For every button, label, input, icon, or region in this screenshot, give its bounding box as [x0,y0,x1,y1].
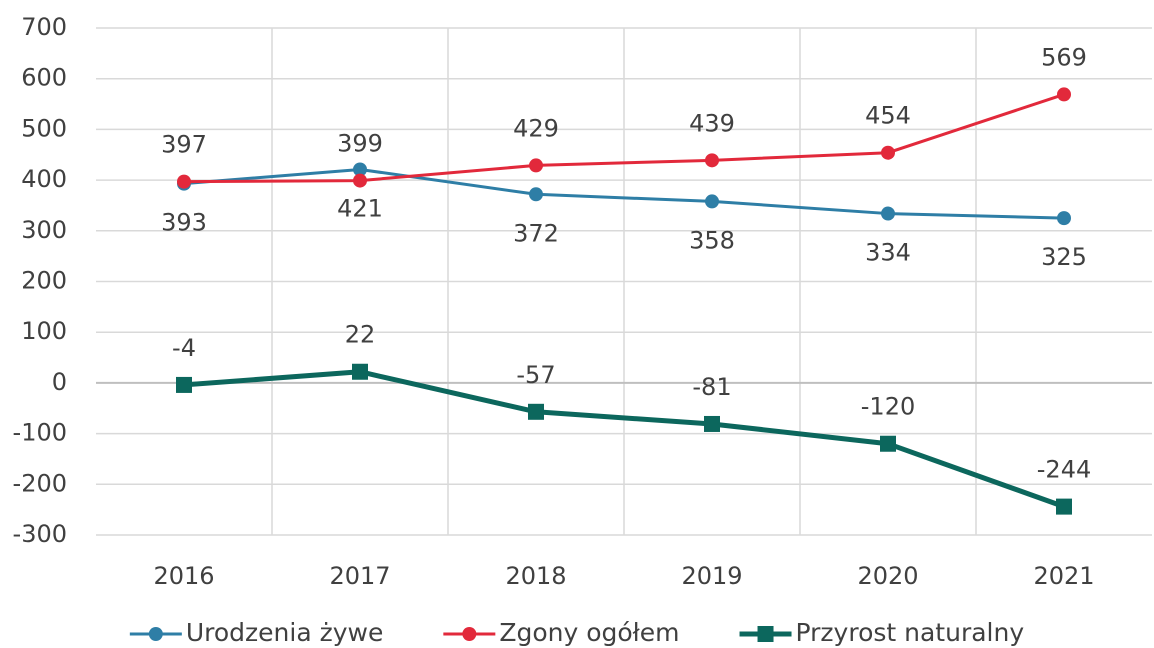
data-point [1057,211,1071,226]
x-tick-label: 2020 [857,562,918,590]
data-label: 439 [689,109,735,137]
data-label: 421 [337,194,383,222]
legend-label: Urodzenia żywe [186,618,384,647]
x-tick-label: 2016 [153,562,214,590]
data-point [1056,498,1072,515]
y-tick-label: -300 [13,520,67,548]
y-tick-label: 400 [21,165,67,193]
legend-marker [462,627,477,641]
data-label: 569 [1041,43,1087,71]
y-tick-label: 300 [21,216,67,244]
data-point [353,162,367,177]
y-tick-label: 600 [21,64,67,92]
data-point [881,145,895,160]
data-label: 397 [161,131,207,159]
y-tick-label: 500 [21,114,67,142]
data-label: -120 [861,393,915,421]
data-point [705,194,719,209]
data-label: 399 [337,130,383,158]
y-tick-label: 200 [21,267,67,295]
x-tick-label: 2019 [681,562,742,590]
data-point [704,415,720,432]
x-tick-label: 2021 [1033,562,1094,590]
series-line [183,167,1065,220]
data-point [529,158,543,173]
data-label: 372 [513,219,559,247]
x-tick-label: 2018 [505,562,566,590]
data-point [177,174,191,189]
data-label: -57 [516,361,555,389]
data-label: 358 [689,226,735,254]
data-point [705,153,719,168]
data-label: -4 [172,334,196,362]
data-point [529,187,543,202]
legend-label: Zgony ogółem [499,618,679,647]
data-label: 325 [1041,243,1087,271]
data-point [881,206,895,221]
data-label: 393 [161,209,207,237]
data-point [176,376,192,393]
data-point [353,173,367,188]
data-label: -244 [1037,456,1091,484]
data-label: 22 [345,321,376,349]
y-tick-label: 100 [21,317,67,345]
series-line [183,369,1065,509]
y-tick-label: 700 [21,13,67,41]
y-tick-label: -100 [13,419,67,447]
legend-label: Przyrost naturalny [796,618,1025,647]
data-label: 334 [865,239,911,267]
legend-marker [757,626,774,642]
data-label: 429 [513,114,559,142]
data-point [352,363,368,380]
data-label: 454 [865,102,911,130]
x-tick-label: 2017 [329,562,390,590]
series-line [183,92,1065,184]
y-tick-label: 0 [52,368,67,396]
legend-marker [148,627,163,641]
data-point [1057,87,1071,102]
y-tick-label: -200 [13,469,67,497]
data-label: -81 [692,373,731,401]
data-point [880,435,896,452]
data-point [528,403,544,420]
